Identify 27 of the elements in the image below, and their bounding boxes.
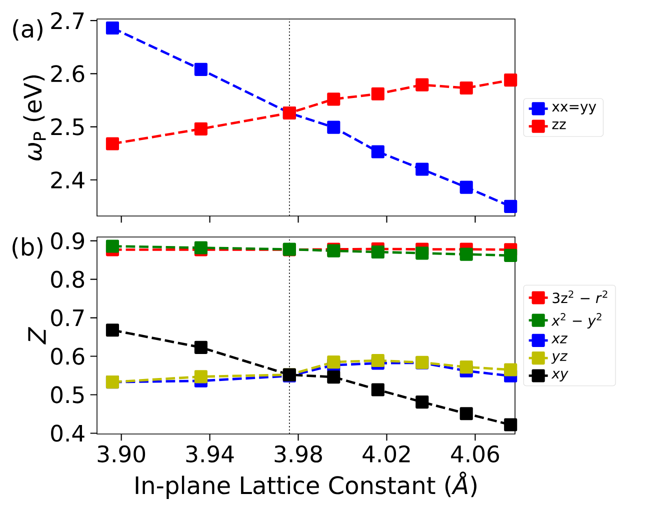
x-tick-label: 3.98 [274, 445, 322, 463]
legend-label: xx=yy [552, 104, 596, 114]
y-tick-label: 0.9 [51, 232, 84, 250]
y-tick-label: 0.6 [51, 348, 84, 365]
x-tick-label: 3.94 [186, 445, 234, 463]
text: (a) [13, 19, 42, 41]
y-axis-title: ω$_{P}$ (eV) [23, 75, 46, 160]
y-tick-label: 2.4 [51, 171, 84, 188]
x-tick-label: 3.90 [98, 445, 146, 463]
legend-label: xy [551, 370, 568, 382]
legend-label: yz [551, 353, 568, 364]
y-tick-label: 0.8 [51, 270, 84, 288]
x-tick-label: 4.06 [451, 445, 499, 463]
x-axis-title: In-plane Lattice Constant (Å) [136, 472, 476, 499]
y-axis-title: Z [28, 327, 46, 344]
y-tick-label: 0.5 [51, 386, 84, 404]
y-tick-label: 0.7 [51, 309, 84, 326]
x-tick-label: 4.02 [362, 445, 410, 463]
text: (b) [12, 237, 42, 259]
legend-label: 3z$^{2}$ − r$^{2}$ [552, 290, 608, 304]
y-tick-label: 2.5 [51, 118, 84, 136]
legend-label: zz [552, 121, 566, 130]
y-tick-label: 2.6 [51, 65, 84, 82]
legend-label: x$^{2}$ − y$^{2}$ [551, 313, 602, 328]
legend-label: xz [551, 336, 568, 344]
y-tick-label: 2.7 [51, 12, 84, 29]
y-tick-label: 0.4 [51, 424, 84, 442]
